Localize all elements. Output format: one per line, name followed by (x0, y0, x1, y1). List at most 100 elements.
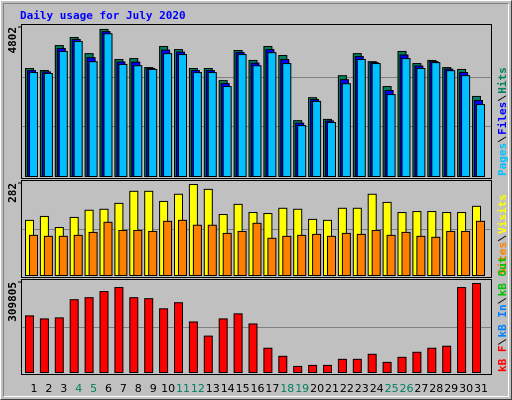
x-tick-label: 8 (135, 382, 142, 395)
bar (327, 235, 336, 276)
bar (58, 50, 68, 177)
bar (341, 232, 351, 276)
bar (233, 313, 243, 374)
bar (203, 335, 213, 373)
x-tick-label: 10 (161, 382, 175, 395)
bar (148, 230, 158, 276)
y-tick-label: 282 (6, 183, 19, 203)
bar (371, 229, 381, 277)
bar (84, 297, 94, 373)
legend-entry: Files (496, 102, 509, 135)
x-tick-label: 3 (60, 382, 67, 395)
bar (297, 234, 307, 277)
bar (267, 52, 277, 177)
bar (472, 283, 481, 373)
legend-separator (497, 235, 507, 242)
bar (401, 231, 411, 277)
bar (69, 299, 79, 374)
bar (367, 353, 377, 373)
x-tick-label: 15 (236, 382, 250, 395)
bar (263, 347, 273, 373)
x-tick-label: 20 (310, 382, 324, 395)
bar (248, 323, 258, 374)
x-tick-label: 17 (265, 382, 279, 395)
x-tick-label: 24 (370, 382, 384, 395)
frame-inner-light (3, 3, 509, 397)
x-tick-label: 4 (75, 382, 82, 395)
bar (461, 230, 471, 276)
bar (461, 75, 471, 177)
x-tick-label: 28 (429, 382, 443, 395)
legend-entry: Hits (496, 67, 509, 94)
bar (39, 318, 49, 373)
bar (252, 65, 262, 177)
bar (88, 231, 98, 277)
bar (427, 347, 437, 373)
x-tick-label: 1 (31, 382, 38, 395)
bar (192, 72, 202, 177)
bar (337, 358, 347, 374)
bar (178, 54, 187, 177)
x-tick-label: 5 (90, 382, 97, 395)
bar (476, 220, 485, 277)
legend-entry: kB F (496, 346, 509, 373)
bar (252, 222, 262, 277)
bar (103, 221, 113, 276)
bar (178, 219, 187, 276)
bar (58, 235, 68, 276)
bar (446, 230, 456, 276)
bar (312, 100, 322, 177)
bar (54, 317, 64, 374)
bar (442, 345, 452, 373)
bar (356, 233, 366, 276)
bar (382, 361, 392, 373)
x-tick-label: 31 (474, 382, 488, 395)
bar (323, 364, 332, 374)
bar (327, 122, 336, 177)
bar (267, 237, 277, 277)
bar (282, 63, 292, 177)
x-tick-label: 19 (295, 382, 309, 395)
bar (29, 72, 38, 177)
bar (356, 59, 366, 177)
legend-entry: Visits (496, 194, 509, 234)
x-tick-label: 18 (280, 382, 294, 395)
x-tick-label: 7 (120, 382, 127, 395)
x-tick-label: 9 (150, 382, 157, 395)
bar (118, 229, 128, 277)
bar (222, 232, 232, 276)
legend-separator (497, 297, 507, 304)
x-tick-label: 13 (206, 382, 220, 395)
bar (29, 234, 38, 277)
legend-entry: kB Out (496, 257, 509, 297)
bar (133, 229, 143, 277)
bar (401, 58, 411, 177)
legend-entry: Sites (496, 242, 509, 275)
bar (144, 298, 154, 373)
bar (416, 68, 426, 177)
bar (43, 72, 53, 177)
x-tick-label: 12 (191, 382, 205, 395)
bar (163, 53, 173, 177)
bar (386, 94, 396, 177)
bar (293, 365, 303, 373)
legend-entry: Pages (496, 143, 509, 176)
legend-separator (497, 136, 507, 143)
bar (237, 54, 247, 177)
x-tick-label: 14 (221, 382, 235, 395)
x-tick-label: 26 (400, 382, 414, 395)
x-tick-label: 22 (340, 382, 354, 395)
bar (222, 86, 232, 177)
bar (99, 291, 109, 373)
x-tick-label: 6 (105, 382, 112, 395)
bar (237, 230, 247, 276)
bar (341, 83, 351, 177)
bar (43, 235, 53, 276)
bar (446, 70, 456, 177)
legend-entry: kB In (496, 304, 509, 337)
bar (159, 308, 169, 373)
bar (282, 235, 292, 276)
bar (218, 318, 228, 373)
bar (73, 234, 83, 277)
